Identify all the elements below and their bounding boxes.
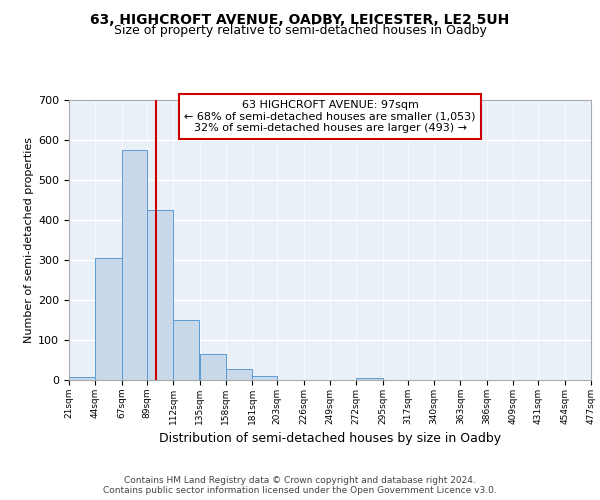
Text: 63, HIGHCROFT AVENUE, OADBY, LEICESTER, LE2 5UH: 63, HIGHCROFT AVENUE, OADBY, LEICESTER, … xyxy=(91,12,509,26)
Bar xyxy=(226,369,252,380)
Text: 63 HIGHCROFT AVENUE: 97sqm
← 68% of semi-detached houses are smaller (1,053)
32%: 63 HIGHCROFT AVENUE: 97sqm ← 68% of semi… xyxy=(184,100,476,133)
Bar xyxy=(252,376,277,380)
Bar xyxy=(356,378,383,380)
Text: Size of property relative to semi-detached houses in Oadby: Size of property relative to semi-detach… xyxy=(113,24,487,37)
Y-axis label: Number of semi-detached properties: Number of semi-detached properties xyxy=(24,137,34,343)
X-axis label: Distribution of semi-detached houses by size in Oadby: Distribution of semi-detached houses by … xyxy=(159,432,501,446)
Bar xyxy=(199,354,226,380)
Bar xyxy=(147,210,173,380)
Bar xyxy=(95,258,122,380)
Bar xyxy=(122,150,147,380)
Bar xyxy=(69,377,95,380)
Bar xyxy=(173,320,199,380)
Text: Contains HM Land Registry data © Crown copyright and database right 2024.
Contai: Contains HM Land Registry data © Crown c… xyxy=(103,476,497,495)
